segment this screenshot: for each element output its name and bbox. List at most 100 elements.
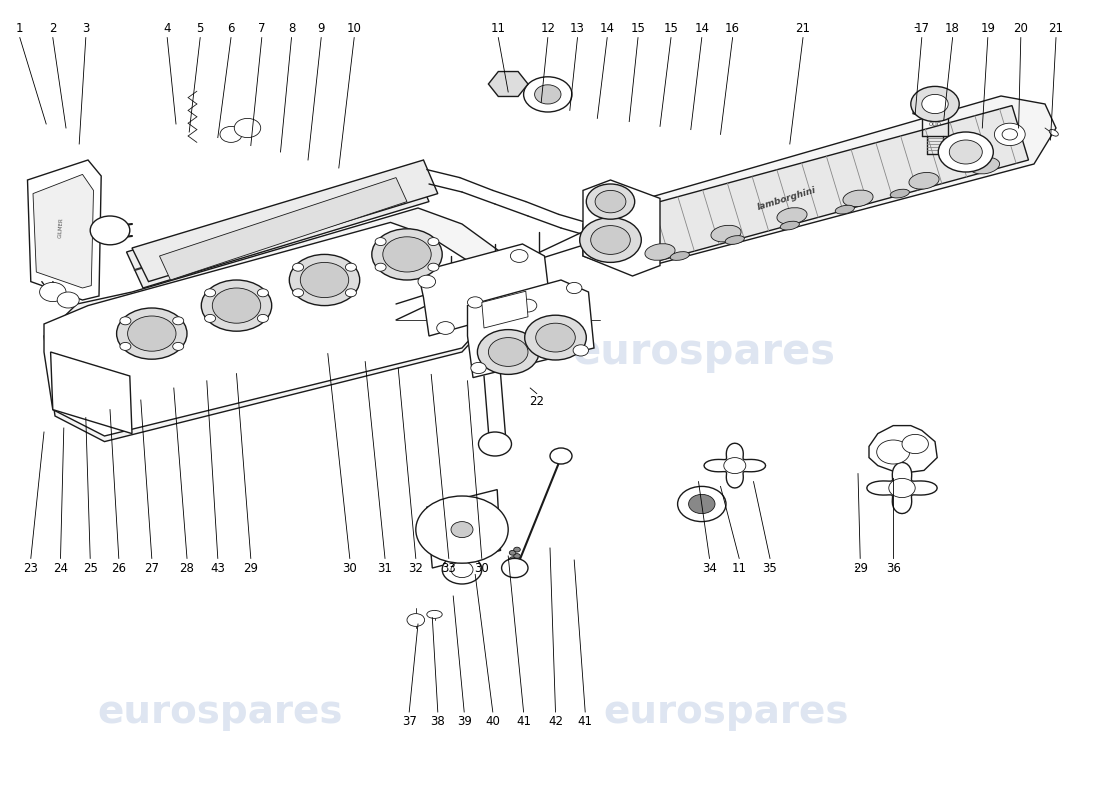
Text: 25: 25 bbox=[82, 562, 98, 574]
Ellipse shape bbox=[645, 244, 675, 260]
Polygon shape bbox=[583, 96, 1056, 272]
Circle shape bbox=[514, 554, 520, 558]
Circle shape bbox=[416, 496, 508, 563]
Text: 10: 10 bbox=[346, 22, 362, 34]
Ellipse shape bbox=[835, 206, 855, 214]
Text: 18: 18 bbox=[945, 22, 960, 34]
Circle shape bbox=[502, 558, 528, 578]
Text: eurospares: eurospares bbox=[572, 331, 836, 373]
Polygon shape bbox=[704, 443, 766, 488]
Circle shape bbox=[205, 289, 216, 297]
Circle shape bbox=[442, 555, 482, 584]
Text: 39: 39 bbox=[456, 715, 472, 728]
Ellipse shape bbox=[777, 208, 807, 224]
Circle shape bbox=[345, 263, 356, 271]
Circle shape bbox=[293, 263, 304, 271]
Polygon shape bbox=[482, 291, 528, 328]
Text: 13: 13 bbox=[570, 22, 585, 34]
Circle shape bbox=[257, 314, 268, 322]
Polygon shape bbox=[418, 244, 550, 336]
Circle shape bbox=[428, 238, 439, 246]
Text: 14: 14 bbox=[694, 22, 710, 34]
Circle shape bbox=[514, 547, 520, 552]
Circle shape bbox=[514, 566, 520, 571]
Circle shape bbox=[580, 218, 641, 262]
Polygon shape bbox=[869, 426, 937, 474]
Text: 42: 42 bbox=[548, 715, 563, 728]
Text: 21: 21 bbox=[795, 22, 811, 34]
Ellipse shape bbox=[969, 158, 1000, 174]
Text: 7: 7 bbox=[258, 22, 265, 34]
Circle shape bbox=[509, 563, 516, 568]
Circle shape bbox=[477, 330, 539, 374]
Text: 30: 30 bbox=[342, 562, 358, 574]
Text: 23: 23 bbox=[23, 562, 38, 574]
Circle shape bbox=[550, 448, 572, 464]
Text: 40: 40 bbox=[485, 715, 501, 728]
Circle shape bbox=[1002, 129, 1018, 140]
Circle shape bbox=[173, 317, 184, 325]
Polygon shape bbox=[913, 92, 957, 120]
Circle shape bbox=[173, 342, 184, 350]
Text: 21: 21 bbox=[1048, 22, 1064, 34]
Text: 5: 5 bbox=[197, 22, 204, 34]
Text: 36: 36 bbox=[886, 562, 901, 574]
Polygon shape bbox=[44, 208, 506, 442]
Circle shape bbox=[212, 288, 261, 323]
Text: OLIO: OLIO bbox=[928, 122, 942, 127]
Polygon shape bbox=[468, 280, 594, 378]
Circle shape bbox=[488, 338, 528, 366]
Circle shape bbox=[120, 342, 131, 350]
Text: 33: 33 bbox=[441, 562, 456, 574]
Text: 12: 12 bbox=[540, 22, 556, 34]
Polygon shape bbox=[867, 462, 937, 514]
Circle shape bbox=[90, 216, 130, 245]
Text: 37: 37 bbox=[402, 715, 417, 728]
Circle shape bbox=[293, 289, 304, 297]
Ellipse shape bbox=[1049, 130, 1058, 136]
Text: 30: 30 bbox=[474, 562, 490, 574]
Circle shape bbox=[586, 184, 635, 219]
Circle shape bbox=[573, 345, 588, 356]
Text: 22: 22 bbox=[529, 395, 544, 408]
Text: 11: 11 bbox=[491, 22, 506, 34]
Circle shape bbox=[510, 250, 528, 262]
Polygon shape bbox=[126, 164, 429, 288]
Circle shape bbox=[911, 86, 959, 122]
Circle shape bbox=[519, 299, 537, 312]
Circle shape bbox=[418, 275, 436, 288]
Circle shape bbox=[509, 550, 516, 555]
Text: 15: 15 bbox=[630, 22, 646, 34]
Circle shape bbox=[40, 282, 66, 302]
Circle shape bbox=[724, 458, 746, 474]
Circle shape bbox=[375, 238, 386, 246]
Text: 1: 1 bbox=[16, 22, 23, 34]
Text: 2: 2 bbox=[50, 22, 56, 34]
Text: 38: 38 bbox=[430, 715, 446, 728]
Circle shape bbox=[407, 614, 425, 626]
Polygon shape bbox=[51, 352, 132, 434]
Text: 14: 14 bbox=[600, 22, 615, 34]
Circle shape bbox=[566, 282, 582, 294]
Circle shape bbox=[471, 362, 486, 374]
Circle shape bbox=[383, 237, 431, 272]
Circle shape bbox=[902, 434, 928, 454]
Circle shape bbox=[128, 316, 176, 351]
Text: 29: 29 bbox=[852, 562, 868, 574]
Circle shape bbox=[120, 317, 131, 325]
Circle shape bbox=[201, 280, 272, 331]
Polygon shape bbox=[616, 106, 1028, 268]
Circle shape bbox=[375, 263, 386, 271]
Ellipse shape bbox=[427, 610, 442, 618]
Text: 43: 43 bbox=[210, 562, 225, 574]
Circle shape bbox=[289, 254, 360, 306]
Text: 35: 35 bbox=[762, 562, 778, 574]
Text: 19: 19 bbox=[980, 22, 996, 34]
Ellipse shape bbox=[711, 226, 741, 242]
Polygon shape bbox=[132, 160, 438, 282]
Circle shape bbox=[689, 494, 715, 514]
Text: 41: 41 bbox=[578, 715, 593, 728]
Text: -: - bbox=[913, 22, 917, 34]
Circle shape bbox=[257, 289, 268, 297]
Circle shape bbox=[234, 118, 261, 138]
